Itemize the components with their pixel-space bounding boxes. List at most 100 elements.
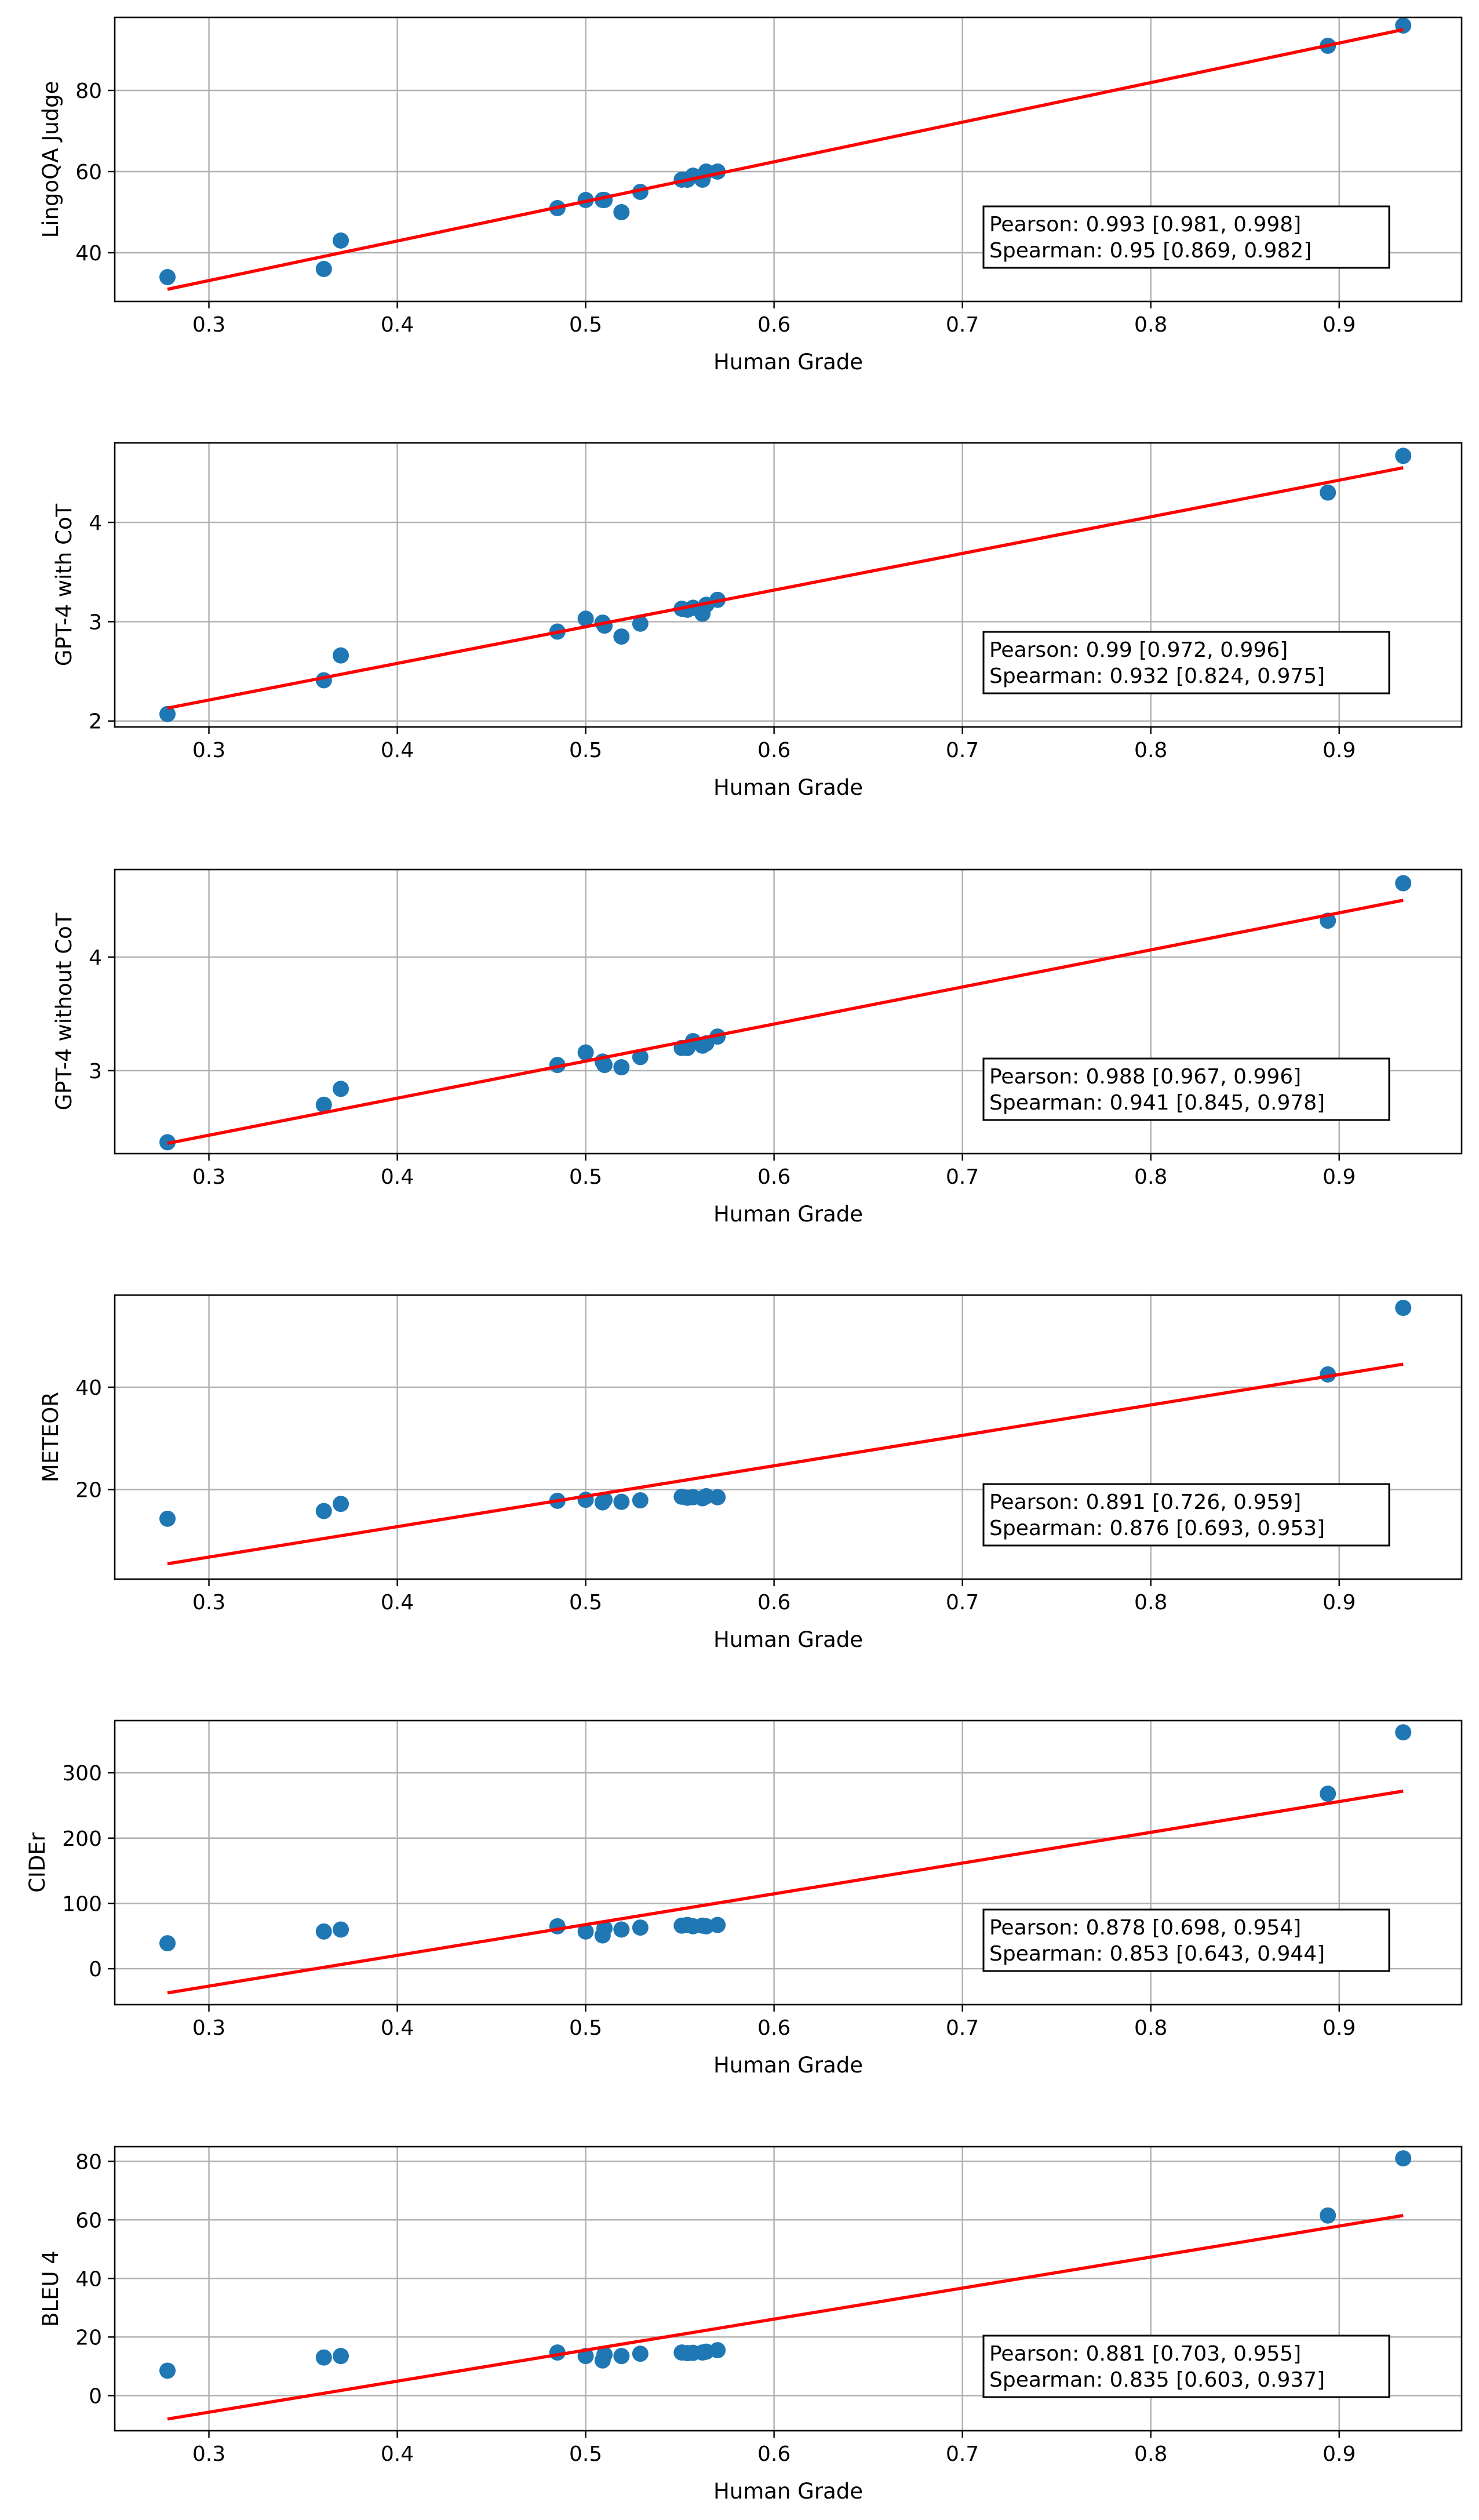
fit-line [167,1789,1404,1995]
data-point [709,1489,726,1506]
x-tick-label: 0.3 [192,739,225,762]
data-point [549,1918,566,1934]
data-point [596,1920,613,1937]
y-tick-label: 3 [89,610,102,634]
correlation-box [982,205,1390,269]
x-tick-label: 0.8 [1134,1591,1167,1614]
y-axis-label: GPT-4 with CoT [52,504,76,667]
pearson-annotation: Pearson: 0.993 [0.981, 0.998] [989,213,1301,237]
y-tick-label: 80 [75,2150,102,2174]
data-point [159,1510,176,1527]
axes-frame [114,1719,1463,2006]
y-tick-label: 20 [75,1478,102,1502]
x-tick-label: 0.4 [381,739,414,762]
data-point [315,1923,332,1940]
x-tick-label: 0.8 [1134,2442,1167,2466]
y-tick-label: 60 [75,161,102,184]
x-tick-label: 0.9 [1323,313,1356,337]
x-tick-label: 0.8 [1134,739,1167,762]
x-tick-label: 0.5 [569,2016,602,2040]
x-tick-label: 0.6 [757,739,790,762]
data-point [1395,1300,1412,1317]
data-point [315,1096,332,1113]
axes-frame [114,2146,1463,2432]
data-point [613,1921,630,1938]
data-point [315,1503,332,1519]
x-tick-label: 0.7 [946,2016,979,2040]
fit-line [167,1362,1404,1566]
x-tick-label: 0.5 [569,1165,602,1189]
data-point [613,628,630,645]
y-axis-label: CIDEr [25,1832,50,1893]
y-tick-label: 300 [62,1762,102,1786]
x-tick-label: 0.3 [192,2016,225,2040]
spearman-annotation: Spearman: 0.932 [0.824, 0.975] [989,664,1325,688]
x-tick-label: 0.4 [381,1591,414,1614]
x-tick-label: 0.3 [192,1165,225,1189]
y-tick-label: 3 [89,1060,102,1083]
fit-line [167,28,1404,291]
y-tick-label: 4 [89,946,102,970]
x-tick-label: 0.5 [569,739,602,762]
spearman-annotation: Spearman: 0.95 [0.869, 0.982] [989,239,1312,263]
x-tick-label: 0.3 [192,1591,225,1614]
data-point [333,1496,349,1512]
spearman-annotation: Spearman: 0.853 [0.643, 0.944] [989,1942,1325,1966]
data-point [333,647,349,664]
data-point [333,2348,349,2365]
x-tick-label: 0.8 [1134,313,1167,337]
x-tick-label: 0.5 [569,1591,602,1614]
correlation-box [982,631,1390,694]
y-tick-label: 40 [75,242,102,266]
data-point [613,1493,630,1510]
x-tick-label: 0.5 [569,2442,602,2466]
x-tick-label: 0.5 [569,313,602,337]
data-point [577,1044,594,1061]
scatter-points [159,1724,1412,1952]
x-tick-label: 0.6 [757,1591,790,1614]
x-tick-label: 0.8 [1134,1165,1167,1189]
data-point [709,2342,726,2359]
correlation-box [982,1908,1390,1972]
data-point [613,1059,630,1076]
x-tick-label: 0.6 [757,2016,790,2040]
data-point [1395,448,1412,464]
x-tick-label: 0.7 [946,313,979,337]
x-tick-label: 0.4 [381,313,414,337]
data-point [596,1492,613,1508]
x-tick-label: 0.9 [1323,2016,1356,2040]
data-point [315,2349,332,2366]
x-tick-label: 0.8 [1134,2016,1167,2040]
x-tick-label: 0.4 [381,1165,414,1189]
spearman-annotation: Spearman: 0.941 [0.845, 0.978] [989,1091,1325,1115]
pearson-annotation: Pearson: 0.878 [0.698, 0.954] [989,1916,1301,1940]
y-tick-label: 2 [89,710,102,734]
fit-line [167,2213,1404,2421]
data-point [1320,1786,1336,1802]
pearson-annotation: Pearson: 0.881 [0.703, 0.955] [989,2342,1301,2366]
y-tick-label: 20 [75,2326,102,2350]
y-axis-label: BLEU 4 [38,2250,63,2327]
y-tick-label: 40 [75,1376,102,1400]
fit-line [167,466,1404,710]
data-point [333,1921,349,1938]
x-tick-label: 0.9 [1323,739,1356,762]
subplot-4: 0.3 0.4 0.5 0.6 0.7 0.8 0.9 20 40 Human Grade METE… [38,1294,1463,1652]
x-tick-label: 0.6 [757,313,790,337]
x-axis-label: Human Grade [713,2053,863,2078]
y-axis-label: LingoQA Judge [38,81,63,238]
data-point [709,1917,726,1933]
data-point [632,1492,649,1509]
data-point [1320,2207,1336,2224]
y-tick-label: 0 [89,1958,102,1981]
data-point [632,2346,649,2362]
x-axis-label: Human Grade [713,2479,863,2504]
x-tick-label: 0.9 [1323,2442,1356,2466]
x-tick-label: 0.9 [1323,1165,1356,1189]
y-tick-label: 40 [75,2267,102,2291]
fit-line [167,899,1404,1146]
data-point [159,2362,176,2379]
data-point [577,1923,594,1940]
correlation-box [982,2334,1390,2398]
